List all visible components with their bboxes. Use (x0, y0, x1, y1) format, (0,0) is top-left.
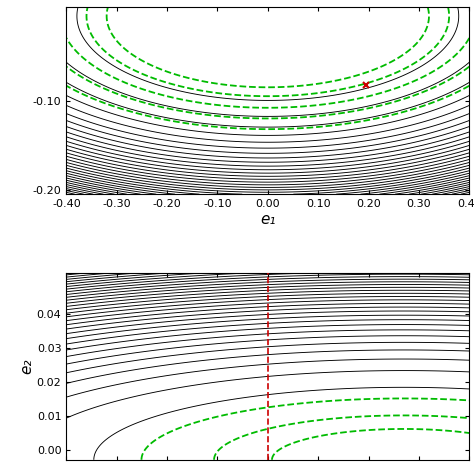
X-axis label: e₁: e₁ (260, 212, 275, 227)
Y-axis label: e₂: e₂ (19, 358, 34, 374)
